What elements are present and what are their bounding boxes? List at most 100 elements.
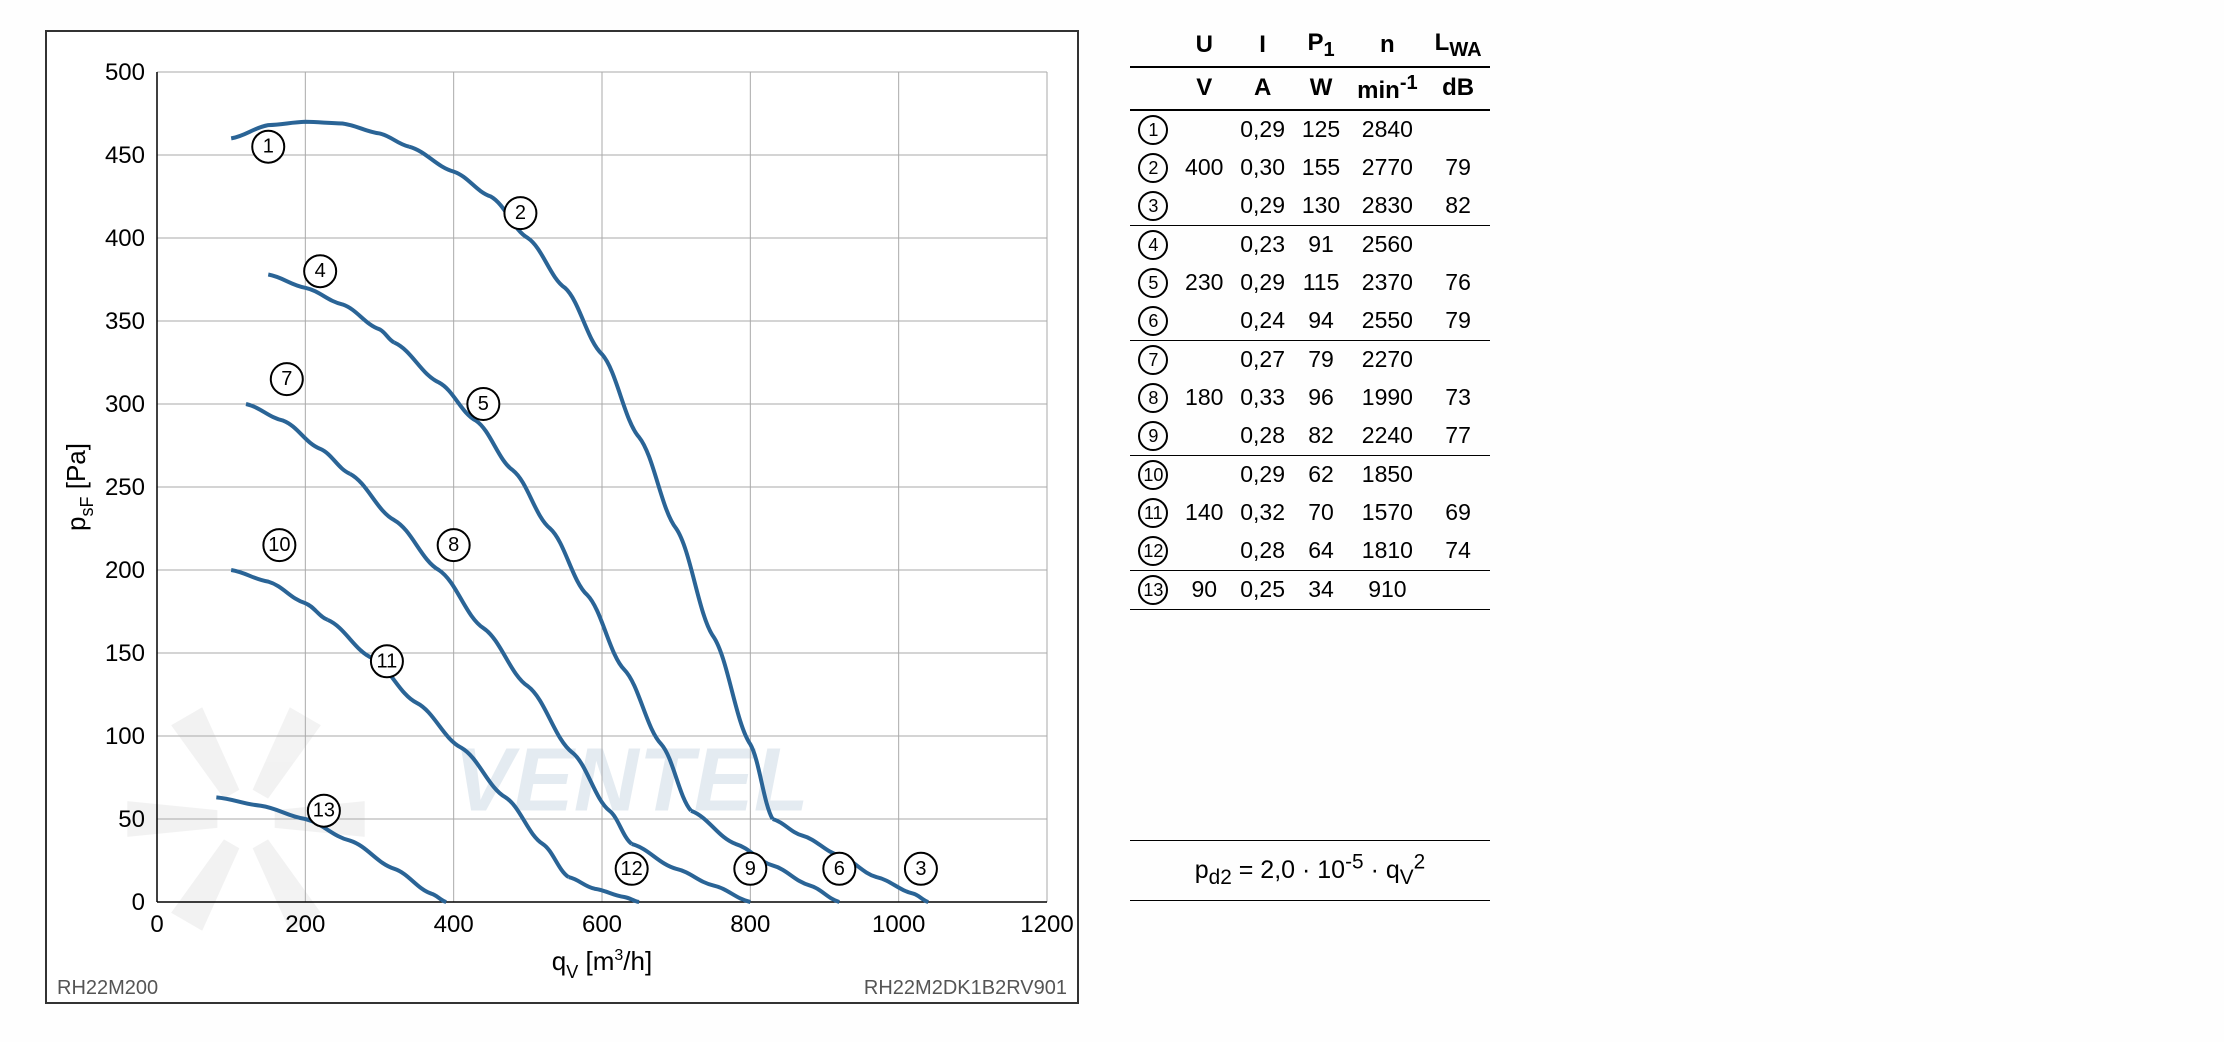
table-row: 14000,291252840 [1130, 110, 1490, 149]
col-unit: min-1 [1349, 67, 1427, 110]
power-cell: 96 [1293, 379, 1348, 417]
power-cell: 79 [1293, 340, 1348, 379]
speed-cell: 2270 [1349, 340, 1427, 379]
svg-text:400: 400 [105, 225, 145, 252]
svg-text:250: 250 [105, 474, 145, 501]
svg-text:1: 1 [263, 136, 274, 158]
speed-cell: 2240 [1349, 417, 1427, 456]
row-id: 7 [1130, 340, 1177, 379]
sound-cell [1426, 340, 1490, 379]
col-header: LWA [1426, 25, 1490, 67]
svg-text:4: 4 [315, 260, 326, 282]
svg-text:450: 450 [105, 142, 145, 169]
svg-text:0: 0 [150, 911, 163, 938]
model-code-left: RH22M200 [57, 977, 158, 999]
row-id: 5 [1130, 264, 1177, 302]
speed-cell: 1990 [1349, 379, 1427, 417]
table-row: 101400,29621850 [1130, 455, 1490, 494]
current-cell: 0,25 [1232, 570, 1294, 609]
speed-cell: 2770 [1349, 149, 1427, 187]
formula: pd2 = 2,0 · 10-5 · qV2 [1130, 840, 1490, 901]
current-cell: 0,29 [1232, 264, 1294, 302]
svg-text:150: 150 [105, 640, 145, 667]
power-cell: 91 [1293, 225, 1348, 264]
table-row: 13900,2534910 [1130, 570, 1490, 609]
row-id: 4 [1130, 225, 1177, 264]
sound-cell: 76 [1426, 264, 1490, 302]
speed-cell: 2830 [1349, 187, 1427, 226]
row-id: 1 [1130, 110, 1177, 149]
svg-text:psF [Pa]: psF [Pa] [61, 443, 97, 531]
sound-cell [1426, 110, 1490, 149]
sound-cell: 74 [1426, 532, 1490, 571]
sound-cell: 79 [1426, 149, 1490, 187]
svg-text:800: 800 [730, 911, 770, 938]
col-unit: V [1177, 67, 1232, 110]
model-code-right: RH22M2DK1B2RV901 [864, 977, 1067, 999]
power-cell: 34 [1293, 570, 1348, 609]
svg-text:2: 2 [515, 202, 526, 224]
svg-text:13: 13 [313, 800, 335, 822]
row-id: 3 [1130, 187, 1177, 226]
speed-cell: 2550 [1349, 302, 1427, 341]
row-id: 9 [1130, 417, 1177, 456]
sound-cell: 69 [1426, 494, 1490, 532]
col-unit: W [1293, 67, 1348, 110]
curve-10 [231, 570, 327, 620]
svg-text:5: 5 [478, 393, 489, 415]
row-id: 13 [1130, 570, 1177, 609]
row-id: 2 [1130, 149, 1177, 187]
current-cell: 0,24 [1232, 302, 1294, 341]
svg-text:0: 0 [132, 889, 145, 916]
power-cell: 70 [1293, 494, 1348, 532]
svg-text:8: 8 [448, 534, 459, 556]
current-cell: 0,28 [1232, 532, 1294, 571]
speed-cell: 1570 [1349, 494, 1427, 532]
curve-2 [409, 147, 772, 819]
col-header: I [1232, 25, 1294, 67]
sound-cell: 82 [1426, 187, 1490, 226]
power-cell: 130 [1293, 187, 1348, 226]
power-cell: 94 [1293, 302, 1348, 341]
row-id: 10 [1130, 455, 1177, 494]
row-id: 8 [1130, 379, 1177, 417]
power-cell: 62 [1293, 455, 1348, 494]
power-cell: 64 [1293, 532, 1348, 571]
svg-text:300: 300 [105, 391, 145, 418]
svg-text:400: 400 [434, 911, 474, 938]
current-cell: 0,32 [1232, 494, 1294, 532]
col-unit: dB [1426, 67, 1490, 110]
svg-text:350: 350 [105, 308, 145, 335]
curve-4 [268, 275, 394, 343]
performance-chart: VENTEL0200400600800100012000501001502002… [47, 32, 1077, 1002]
current-cell: 0,29 [1232, 110, 1294, 149]
voltage-cell: 230 [1177, 225, 1232, 340]
curve-9 [632, 844, 751, 902]
current-cell: 0,33 [1232, 379, 1294, 417]
col-header: n [1349, 25, 1427, 67]
current-cell: 0,29 [1232, 455, 1294, 494]
svg-text:3: 3 [915, 858, 926, 880]
sound-cell: 73 [1426, 379, 1490, 417]
speed-cell: 2840 [1349, 110, 1427, 149]
col-header: P1 [1293, 25, 1348, 67]
current-cell: 0,23 [1232, 225, 1294, 264]
svg-text:200: 200 [105, 557, 145, 584]
formula-text: pd2 = 2,0 · 10-5 · qV2 [1195, 856, 1426, 884]
speed-cell: 2560 [1349, 225, 1427, 264]
voltage-cell: 400 [1177, 110, 1232, 226]
power-cell: 155 [1293, 149, 1348, 187]
row-id: 11 [1130, 494, 1177, 532]
sound-cell [1426, 455, 1490, 494]
sound-cell [1426, 570, 1490, 609]
col-header: U [1177, 25, 1232, 67]
svg-text:10: 10 [268, 534, 290, 556]
performance-table: UIP1nLWAVAWmin-1dB14000,29125284020,3015… [1130, 25, 1490, 610]
power-cell: 115 [1293, 264, 1348, 302]
svg-text:6: 6 [834, 858, 845, 880]
svg-text:VENTEL: VENTEL [454, 731, 809, 831]
svg-text:50: 50 [118, 806, 145, 833]
svg-text:100: 100 [105, 723, 145, 750]
data-table-container: UIP1nLWAVAWmin-1dB14000,29125284020,3015… [1130, 25, 1490, 901]
sound-cell: 77 [1426, 417, 1490, 456]
